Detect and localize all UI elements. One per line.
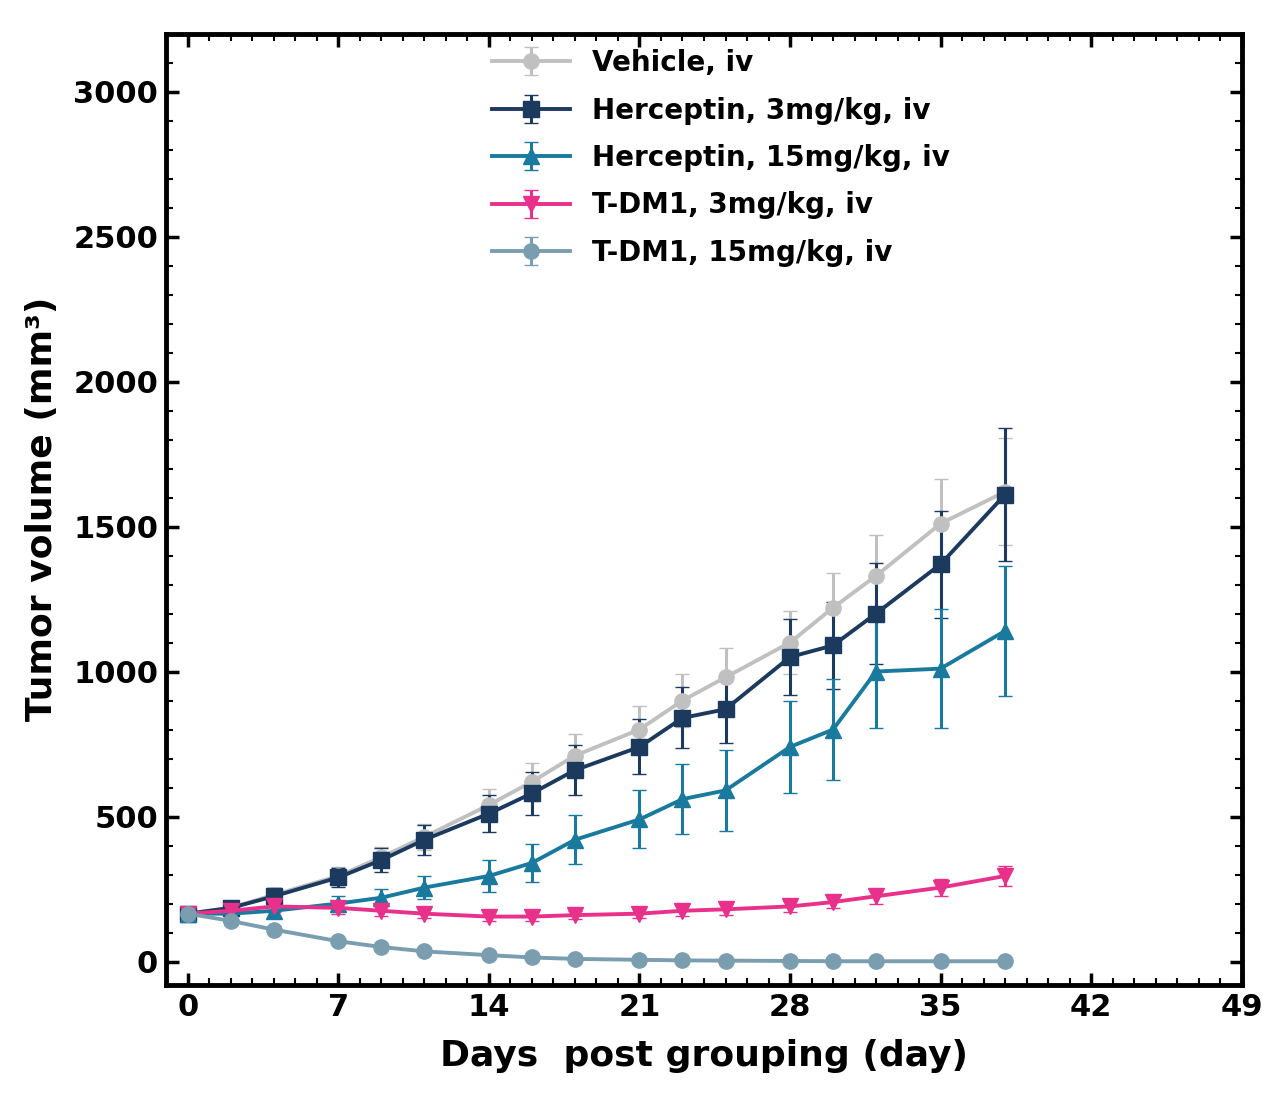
Legend: Vehicle, iv, Herceptin, 3mg/kg, iv, Herceptin, 15mg/kg, iv, T-DM1, 3mg/kg, iv, T: Vehicle, iv, Herceptin, 3mg/kg, iv, Herc… — [481, 38, 961, 278]
X-axis label: Days  post grouping (day): Days post grouping (day) — [440, 1038, 968, 1073]
Y-axis label: Tumor volume (mm³): Tumor volume (mm³) — [26, 297, 59, 722]
